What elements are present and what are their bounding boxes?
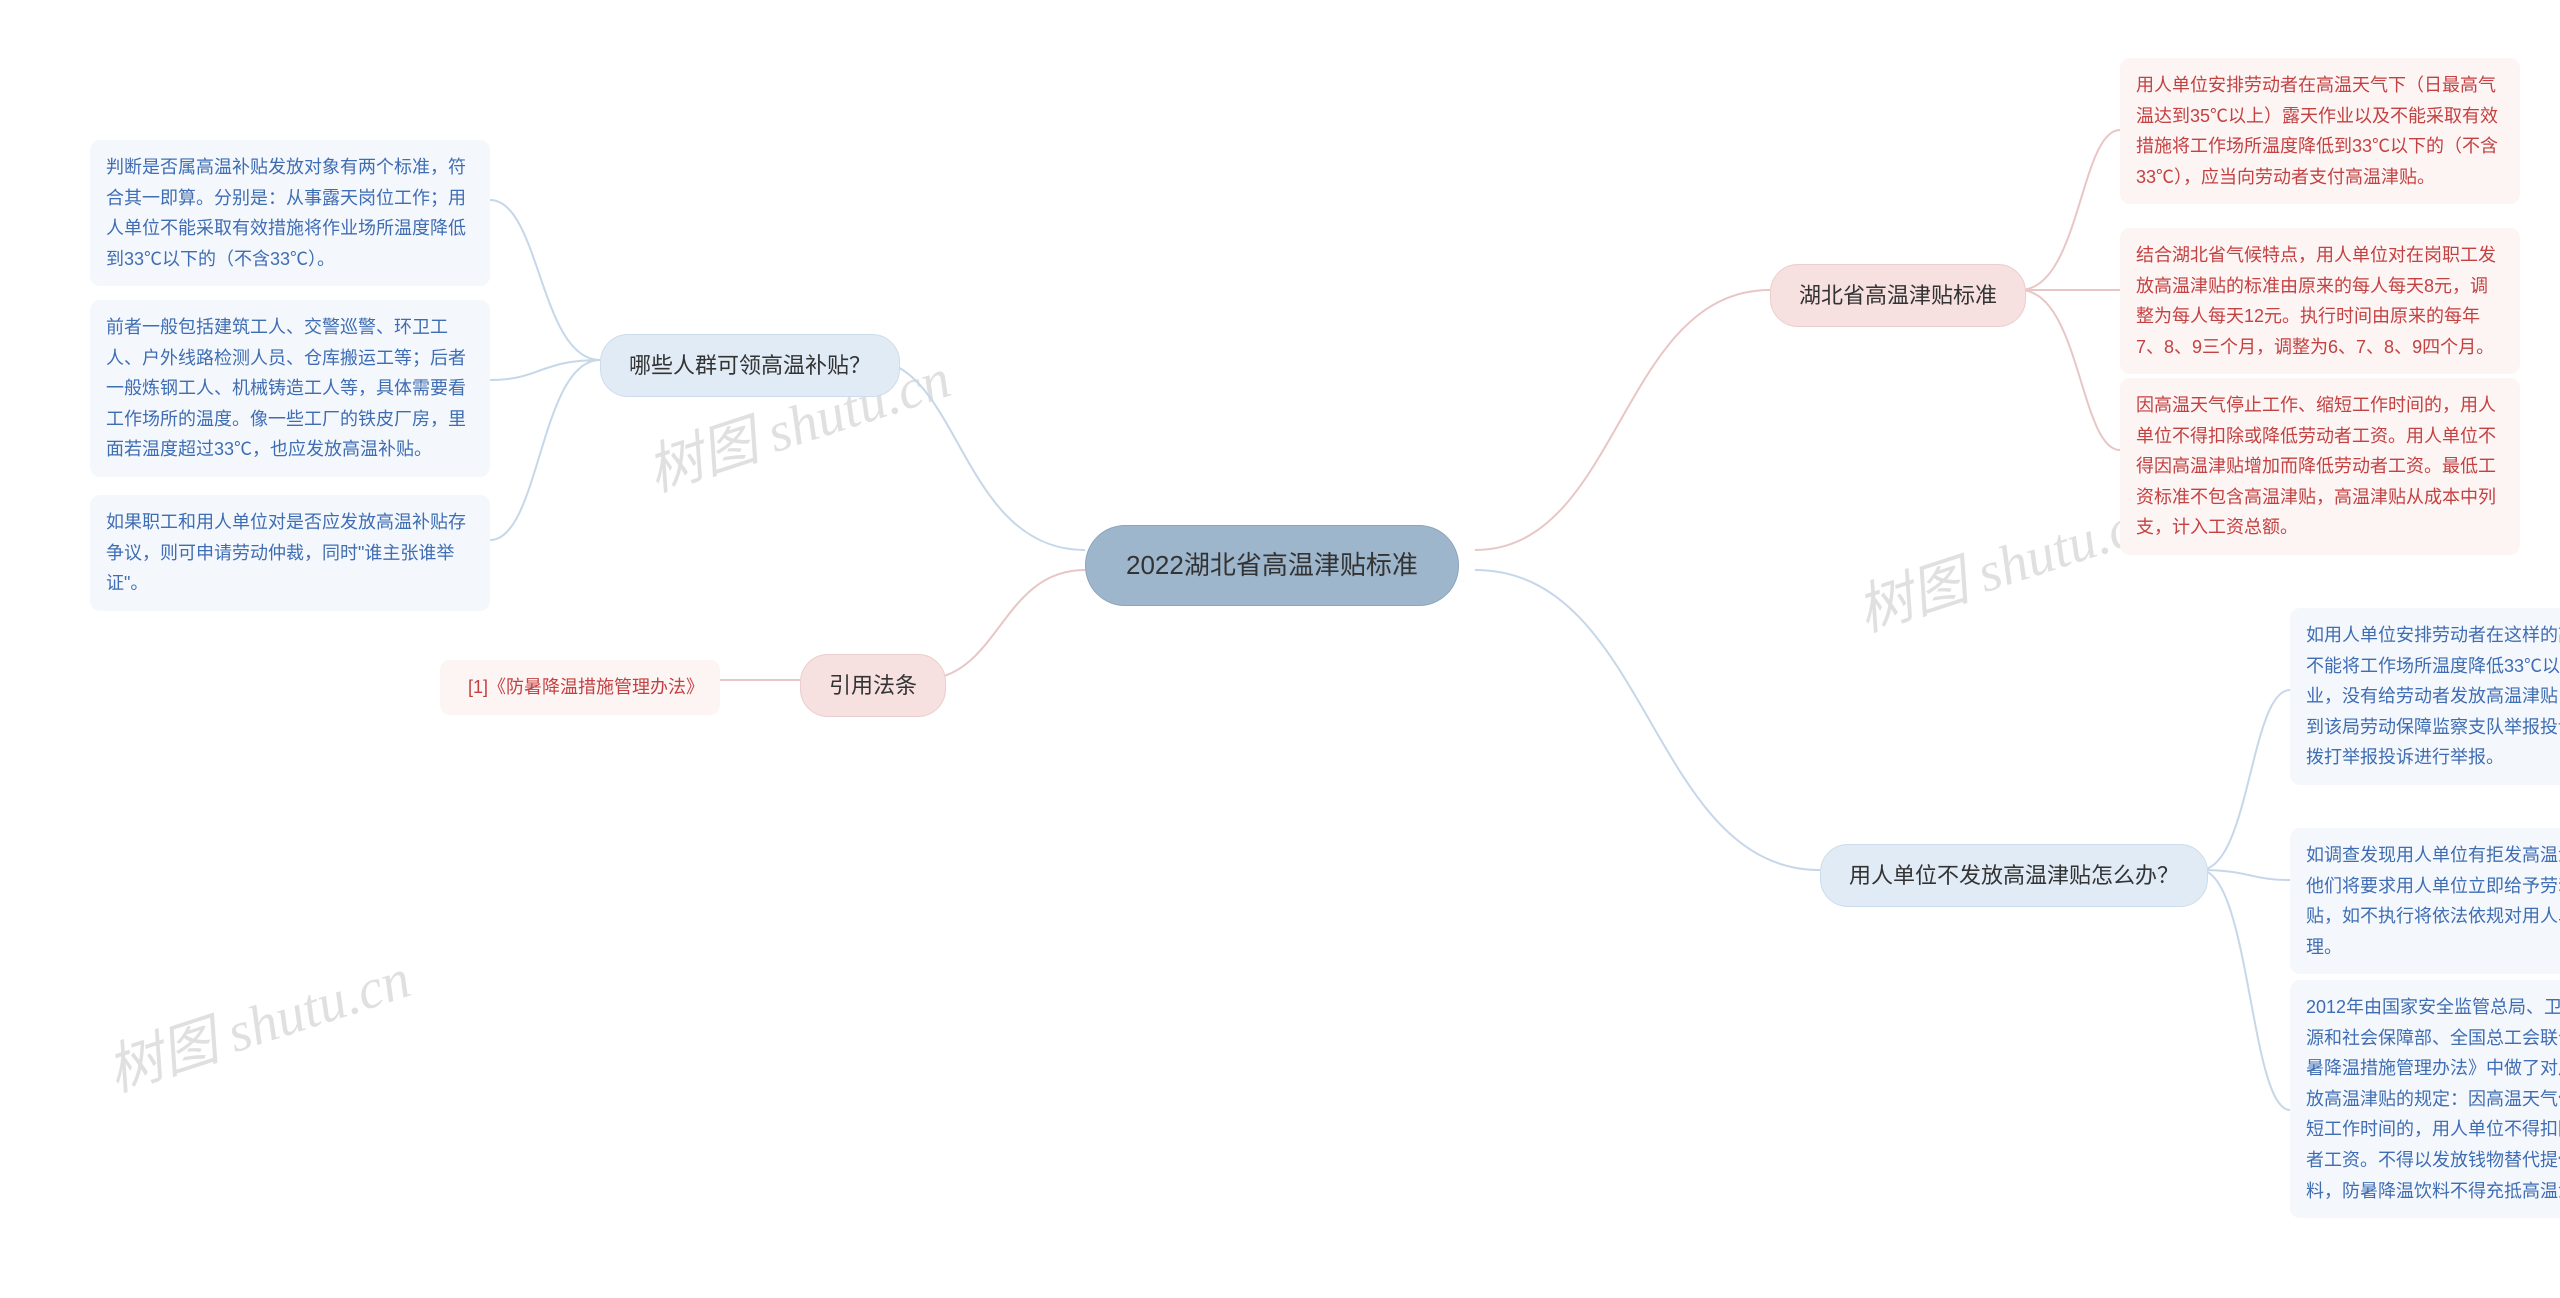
leaf-right-bottom-2: 2012年由国家安全监管总局、卫生部、人力资源和社会保障部、全国总工会联合修订的… [2290,980,2560,1218]
branch-right-top[interactable]: 湖北省高温津贴标准 [1770,264,2026,327]
branch-right-bottom[interactable]: 用人单位不发放高温津贴怎么办？ [1820,844,2208,907]
leaf-right-top-1: 结合湖北省气候特点，用人单位对在岗职工发放高温津贴的标准由原来的每人每天8元，调… [2120,228,2520,374]
branch-left-bottom[interactable]: 引用法条 [800,654,946,717]
leaf-left-top-0: 判断是否属高温补贴发放对象有两个标准，符合其一即算。分别是：从事露天岗位工作；用… [90,140,490,286]
leaf-right-top-0: 用人单位安排劳动者在高温天气下（日最高气温达到35℃以上）露天作业以及不能采取有… [2120,58,2520,204]
center-node[interactable]: 2022湖北省高温津贴标准 [1085,525,1459,606]
leaf-left-bottom-0: [1]《防暑降温措施管理办法》 [440,660,720,715]
branch-left-top[interactable]: 哪些人群可领高温补贴？ [600,334,900,397]
leaf-left-top-2: 如果职工和用人单位对是否应发放高温补贴存争议，则可申请劳动仲裁，同时"谁主张谁举… [90,495,490,611]
leaf-left-top-1: 前者一般包括建筑工人、交警巡警、环卫工人、户外线路检测人员、仓库搬运工等；后者一… [90,300,490,477]
watermark: 树图 shutu.cn [95,933,419,1107]
leaf-right-bottom-1: 如调查发现用人单位有拒发高温津贴的行为，他们将要求用人单位立即给予劳动者发放津贴… [2290,828,2560,974]
leaf-right-bottom-0: 如用人单位安排劳动者在这样的高温天气以及不能将工作场所温度降低33℃以下的情况下… [2290,608,2560,785]
leaf-right-top-2: 因高温天气停止工作、缩短工作时间的，用人单位不得扣除或降低劳动者工资。用人单位不… [2120,378,2520,555]
